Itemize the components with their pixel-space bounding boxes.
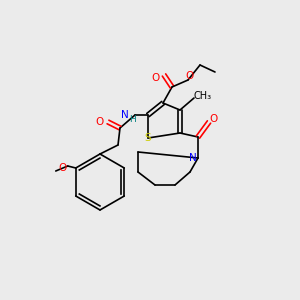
- Text: O: O: [186, 71, 194, 81]
- Text: S: S: [145, 133, 151, 143]
- Text: H: H: [130, 116, 136, 124]
- Text: O: O: [96, 117, 104, 127]
- Text: O: O: [152, 73, 160, 83]
- Text: CH₃: CH₃: [194, 91, 212, 101]
- Text: N: N: [189, 153, 197, 163]
- Text: N: N: [121, 110, 129, 120]
- Text: O: O: [58, 163, 67, 173]
- Text: O: O: [210, 114, 218, 124]
